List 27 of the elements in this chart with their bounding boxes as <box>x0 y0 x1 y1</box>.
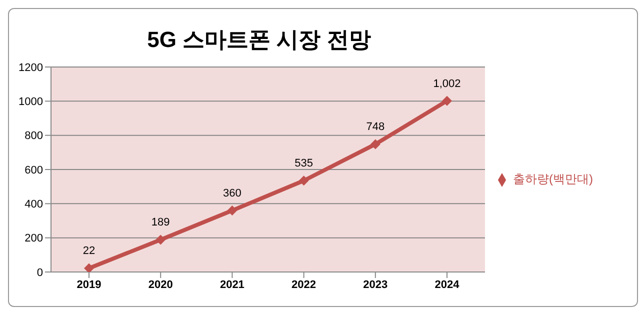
y-tick-label: 1200 <box>18 62 43 74</box>
data-label: 189 <box>151 216 170 229</box>
data-label: 535 <box>294 158 313 170</box>
x-tick-label: 2022 <box>292 278 316 291</box>
point <box>227 206 238 216</box>
point <box>84 263 94 272</box>
point <box>156 234 166 245</box>
data-label: 360 <box>223 188 242 200</box>
data-label: 22 <box>82 245 96 258</box>
y-tick-label: 0 <box>36 266 43 279</box>
x-tick-label: 2021 <box>220 278 244 291</box>
x-tick-label: 2023 <box>363 278 388 291</box>
x-tick-label: 2019 <box>76 278 102 291</box>
y-tick-label: 600 <box>24 164 43 176</box>
y-tick-label: 400 <box>24 198 43 211</box>
point <box>298 176 309 186</box>
y-tick-label: 200 <box>24 232 43 245</box>
data-label: 1,002 <box>433 78 461 90</box>
legend-label: 출하량(백만대) <box>513 172 593 186</box>
x-tick-label: 2024 <box>434 278 460 291</box>
chart-title: 5G 스마트폰 시장 전망 <box>146 26 372 54</box>
y-tick-label: 800 <box>24 130 43 142</box>
point <box>370 139 380 150</box>
y-tick-label: 1000 <box>18 96 43 108</box>
point <box>442 96 452 106</box>
data-label: 748 <box>366 121 385 134</box>
x-tick-label: 2020 <box>148 278 173 291</box>
